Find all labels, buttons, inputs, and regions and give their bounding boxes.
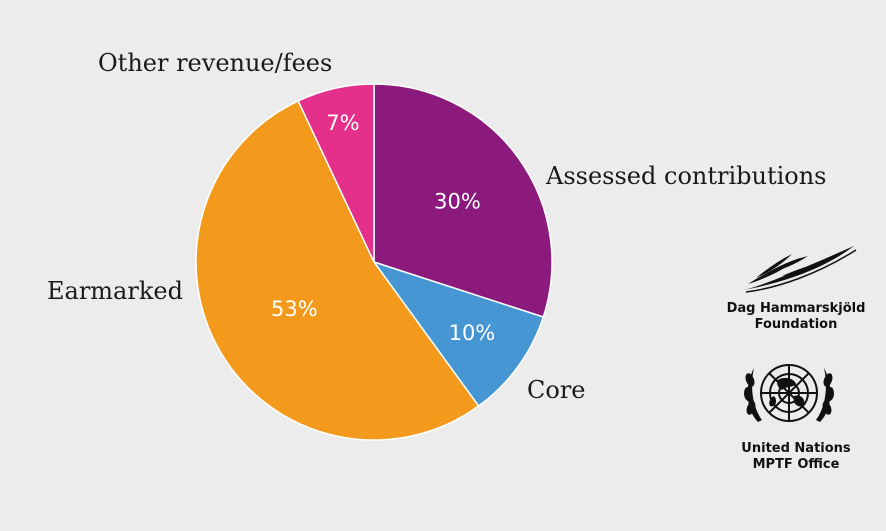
category-label: Earmarked [47, 277, 183, 305]
pie-slice-earmarked [195, 99, 480, 441]
percent-label: 7% [326, 111, 359, 135]
percent-label: 53% [271, 297, 318, 321]
un-logo-text: United Nations MPTF Office [716, 441, 876, 473]
pie-slice-other-revenue-fees [297, 83, 375, 263]
category-labels: Assessed contributions Core Earmarked Other… [47, 49, 827, 404]
percent-label: 30% [434, 189, 481, 213]
pie-slice-assessed-contributions [373, 83, 553, 318]
pie-slices [195, 83, 553, 441]
dag-hammarskjold-foundation-logo [744, 246, 857, 293]
dhf-logo-text: Dag Hammarskjöld Foundation [716, 301, 876, 333]
un-name-line2: MPTF Office [752, 457, 840, 472]
category-label: Core [527, 376, 586, 404]
dhf-name-line1: Dag Hammarskjöld [726, 301, 866, 316]
category-label: Other revenue/fees [98, 49, 332, 77]
un-emblem-logo [743, 364, 835, 422]
pie-slice-core [372, 260, 545, 408]
dhf-name-line2: Foundation [754, 317, 838, 332]
percent-label: 10% [449, 321, 496, 345]
un-name-line1: United Nations [741, 441, 851, 456]
category-label: Assessed contributions [545, 162, 827, 190]
percent-labels: 30% 10% 53% 7% [271, 111, 495, 345]
